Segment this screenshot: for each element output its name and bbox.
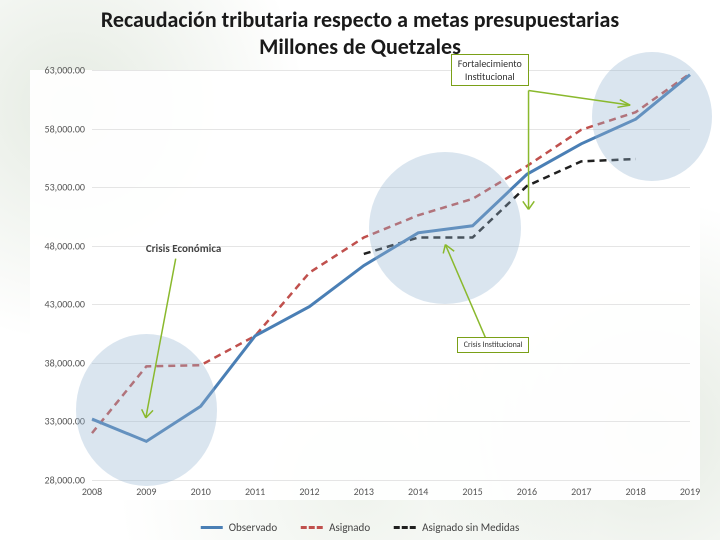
- callout-arrow: [529, 91, 631, 106]
- crisis-institucional-callout: Crisis Institucional: [457, 337, 530, 353]
- x-tick-label: 2018: [625, 485, 645, 498]
- x-tick-label: 2019: [680, 485, 700, 498]
- x-tick-label: 2013: [354, 485, 374, 498]
- legend-asignado: Asignado: [301, 521, 370, 534]
- legend-observado: Observado: [201, 521, 277, 534]
- title-line1: Recaudación tributaria respecto a metas …: [10, 6, 710, 33]
- crisis-economica-label: Crisis Económica: [146, 242, 222, 255]
- legend-asignado-sin: Asignado sin Medidas: [394, 521, 519, 534]
- x-tick-label: 2017: [571, 485, 591, 498]
- arrow-svg: [92, 70, 690, 480]
- x-tick-label: 2008: [82, 485, 102, 498]
- x-tick-label: 2014: [408, 485, 428, 498]
- x-tick-label: 2011: [245, 485, 265, 498]
- legend: Observado Asignado Asignado sin Medidas: [201, 521, 520, 534]
- plot: Crisis Económica Fortalecimiento Institu…: [92, 70, 690, 480]
- callout-arrow: [146, 259, 176, 418]
- x-tick-label: 2012: [299, 485, 319, 498]
- title-line2: Millones de Quetzales: [10, 33, 710, 60]
- title-block: Recaudación tributaria respecto a metas …: [10, 6, 710, 60]
- x-tick-label: 2016: [517, 485, 537, 498]
- chart-area: 28,000.0033,000.0038,000.0043,000.0048,0…: [30, 70, 700, 500]
- x-tick-label: 2010: [191, 485, 211, 498]
- x-tick-label: 2015: [462, 485, 482, 498]
- x-tick-label: 2009: [136, 485, 156, 498]
- callout-arrow: [445, 245, 486, 341]
